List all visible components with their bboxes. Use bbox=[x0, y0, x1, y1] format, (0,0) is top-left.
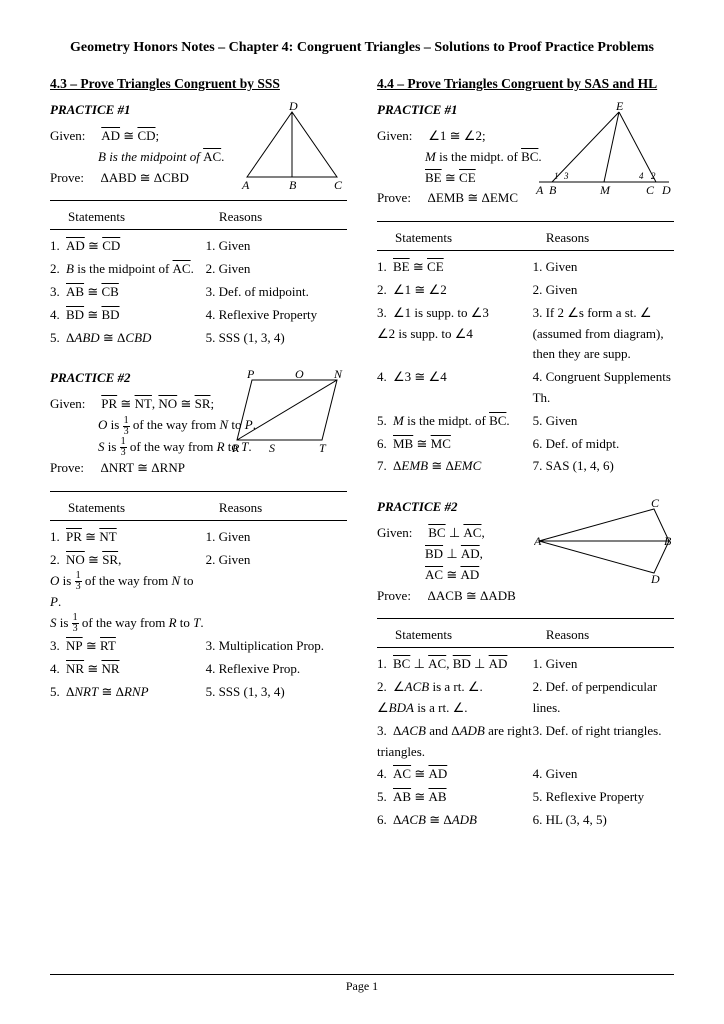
reasons-header: Reasons bbox=[536, 230, 674, 246]
practice-2-left: PRACTICE #2 P O N R S T Given: PR ≅ NT, … bbox=[50, 370, 347, 702]
proof-table: Statements Reasons 1.BE ≅ CE1. Given2.∠1… bbox=[377, 221, 674, 477]
svg-text:C: C bbox=[651, 499, 660, 510]
proof-row: 4.BD ≅ BD4. Reflexive Property bbox=[50, 305, 347, 326]
proof-row: 4.NR ≅ NR4. Reflexive Prop. bbox=[50, 659, 347, 680]
svg-text:D: D bbox=[661, 183, 671, 197]
proof-row: 6.ΔACB ≅ ΔADB6. HL (3, 4, 5) bbox=[377, 810, 674, 831]
triangle-figure: A B C D bbox=[237, 102, 347, 196]
proof-table: Statements Reasons 1.AD ≅ CD1. Given2.B … bbox=[50, 200, 347, 348]
svg-text:A: A bbox=[534, 534, 542, 548]
proof-row: 6.MB ≅ MC6. Def. of midpt. bbox=[377, 434, 674, 455]
proof-row: 3.ΔACB and ΔADB are right triangles.3. D… bbox=[377, 721, 674, 763]
proof-row: 3.∠1 is supp. to ∠3∠2 is supp. to ∠43. I… bbox=[377, 303, 674, 365]
proof-rows-l1: 1.AD ≅ CD1. Given2.B is the midpoint of … bbox=[50, 236, 347, 348]
proof-row: 3.NP ≅ RT3. Multiplication Prop. bbox=[50, 636, 347, 657]
parallelogram-figure: P O N R S T bbox=[227, 370, 347, 459]
proof-row: 2.B is the midpoint of AC.2. Given bbox=[50, 259, 347, 280]
right-column: 4.4 – Prove Triangles Congruent by SAS a… bbox=[377, 76, 674, 853]
proof-row: 5.AB ≅ AB5. Reflexive Property bbox=[377, 787, 674, 808]
svg-text:C: C bbox=[646, 183, 655, 197]
practice-1-left: PRACTICE #1 A B C D Given: AD ≅ CD; B is… bbox=[50, 102, 347, 348]
svg-text:N: N bbox=[333, 370, 343, 381]
svg-text:T: T bbox=[319, 441, 327, 455]
svg-text:D: D bbox=[650, 572, 660, 584]
left-column: 4.3 – Prove Triangles Congruent by SSS P… bbox=[50, 76, 347, 853]
proof-row: 1.BE ≅ CE1. Given bbox=[377, 257, 674, 278]
proof-row: 2.∠1 ≅ ∠22. Given bbox=[377, 280, 674, 301]
kite-figure: A B C D bbox=[534, 499, 674, 588]
section-title-44: 4.4 – Prove Triangles Congruent by SAS a… bbox=[377, 76, 674, 92]
svg-text:A: A bbox=[535, 183, 544, 197]
practice-2-right: PRACTICE #2 A B C D Given: BC ⊥ AC, BD ⊥… bbox=[377, 499, 674, 831]
statements-header: Statements bbox=[377, 230, 536, 246]
document-title: Geometry Honors Notes – Chapter 4: Congr… bbox=[50, 40, 674, 56]
svg-text:4: 4 bbox=[639, 171, 644, 181]
svg-text:D: D bbox=[288, 102, 298, 113]
section-title-43: 4.3 – Prove Triangles Congruent by SSS bbox=[50, 76, 347, 92]
svg-text:B: B bbox=[664, 534, 672, 548]
svg-text:P: P bbox=[246, 370, 255, 381]
svg-text:A: A bbox=[241, 178, 250, 192]
proof-table: Statements Reasons 1.PR ≅ NT1. Given2.NO… bbox=[50, 491, 347, 703]
svg-text:2: 2 bbox=[651, 171, 656, 181]
proof-row: 2.NO ≅ SR,O is 13 of the way from N to P… bbox=[50, 550, 347, 635]
svg-text:C: C bbox=[334, 178, 343, 192]
proof-row: 5.ΔABD ≅ ΔCBD5. SSS (1, 3, 4) bbox=[50, 328, 347, 349]
svg-text:3: 3 bbox=[563, 171, 569, 181]
statements-header: Statements bbox=[50, 500, 209, 516]
proof-row: 1.PR ≅ NT1. Given bbox=[50, 527, 347, 548]
svg-text:1: 1 bbox=[554, 171, 559, 181]
practice-1-right: PRACTICE #1 AB M CD E 1 3 4 2 bbox=[377, 102, 674, 477]
svg-text:B: B bbox=[549, 183, 557, 197]
triangle-figure: AB M CD E 1 3 4 2 bbox=[534, 102, 674, 201]
svg-text:O: O bbox=[295, 370, 304, 381]
proof-row: 7.ΔEMB ≅ ΔEMC7. SAS (1, 4, 6) bbox=[377, 456, 674, 477]
proof-rows-r1: 1.BE ≅ CE1. Given2.∠1 ≅ ∠22. Given3.∠1 i… bbox=[377, 257, 674, 477]
reasons-header: Reasons bbox=[209, 500, 347, 516]
proof-row: 3.AB ≅ CB3. Def. of midpoint. bbox=[50, 282, 347, 303]
reasons-header: Reasons bbox=[536, 627, 674, 643]
svg-text:R: R bbox=[231, 441, 240, 455]
statements-header: Statements bbox=[377, 627, 536, 643]
proof-row: 1.AD ≅ CD1. Given bbox=[50, 236, 347, 257]
proof-rows-l2: 1.PR ≅ NT1. Given2.NO ≅ SR,O is 13 of th… bbox=[50, 527, 347, 703]
svg-text:B: B bbox=[289, 178, 297, 192]
proof-table: Statements Reasons 1.BC ⊥ AC, BD ⊥ AD1. … bbox=[377, 618, 674, 830]
reasons-header: Reasons bbox=[209, 209, 347, 225]
statements-header: Statements bbox=[50, 209, 209, 225]
proof-row: 4.AC ≅ AD4. Given bbox=[377, 764, 674, 785]
svg-text:S: S bbox=[269, 441, 275, 455]
proof-row: 2.∠ACB is a rt. ∠.∠BDA is a rt. ∠.2. Def… bbox=[377, 677, 674, 719]
svg-text:E: E bbox=[615, 102, 624, 113]
proof-rows-r2: 1.BC ⊥ AC, BD ⊥ AD1. Given2.∠ACB is a rt… bbox=[377, 654, 674, 830]
two-column-layout: 4.3 – Prove Triangles Congruent by SSS P… bbox=[50, 76, 674, 853]
proof-row: 5.ΔNRT ≅ ΔRNP5. SSS (1, 3, 4) bbox=[50, 682, 347, 703]
proof-row: 1.BC ⊥ AC, BD ⊥ AD1. Given bbox=[377, 654, 674, 675]
proof-row: 5.M is the midpt. of BC.5. Given bbox=[377, 411, 674, 432]
proof-row: 4.∠3 ≅ ∠44. Congruent Supplements Th. bbox=[377, 367, 674, 409]
page-footer: Page 1 bbox=[50, 974, 674, 994]
svg-text:M: M bbox=[599, 183, 611, 197]
